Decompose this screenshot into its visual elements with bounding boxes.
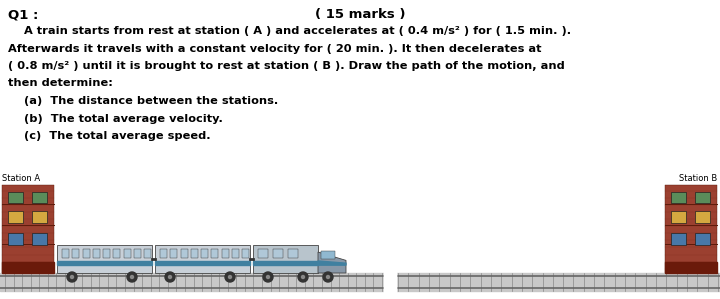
Text: ( 15 marks ): ( 15 marks ) bbox=[315, 8, 405, 21]
Bar bbox=[155, 245, 250, 273]
Bar bbox=[222, 249, 228, 258]
Bar bbox=[288, 249, 298, 258]
Bar bbox=[8, 234, 23, 245]
Bar bbox=[191, 249, 198, 258]
Bar bbox=[160, 249, 167, 258]
Bar bbox=[211, 249, 218, 258]
Circle shape bbox=[165, 272, 175, 282]
Circle shape bbox=[228, 275, 232, 278]
Bar bbox=[696, 234, 710, 245]
Bar bbox=[0, 273, 385, 291]
Bar bbox=[124, 249, 130, 258]
Bar bbox=[144, 249, 151, 258]
Bar bbox=[671, 211, 685, 223]
Bar bbox=[201, 249, 208, 258]
Bar bbox=[8, 192, 23, 204]
Bar bbox=[232, 249, 239, 258]
Bar bbox=[103, 249, 110, 258]
Circle shape bbox=[302, 275, 305, 278]
Bar bbox=[62, 249, 69, 258]
Text: Station B: Station B bbox=[679, 174, 717, 183]
Bar bbox=[696, 211, 710, 223]
Bar bbox=[83, 249, 89, 258]
Bar bbox=[2, 185, 54, 273]
Bar bbox=[671, 234, 685, 245]
Bar bbox=[134, 249, 140, 258]
Bar bbox=[32, 192, 47, 204]
Polygon shape bbox=[318, 252, 346, 273]
Text: Q1 :: Q1 : bbox=[8, 8, 38, 21]
Circle shape bbox=[263, 272, 273, 282]
Text: (c)  The total average speed.: (c) The total average speed. bbox=[8, 131, 211, 141]
Circle shape bbox=[323, 272, 333, 282]
Bar bbox=[253, 261, 318, 265]
Circle shape bbox=[225, 272, 235, 282]
Bar bbox=[671, 192, 685, 204]
Bar bbox=[2, 263, 54, 273]
Bar bbox=[665, 185, 717, 273]
Text: then determine:: then determine: bbox=[8, 79, 113, 89]
Bar bbox=[57, 261, 152, 265]
Bar bbox=[32, 234, 47, 245]
Text: (b)  The total average velocity.: (b) The total average velocity. bbox=[8, 114, 223, 123]
Bar bbox=[113, 249, 120, 258]
Bar bbox=[273, 249, 283, 258]
Bar bbox=[384, 179, 396, 299]
Text: A train starts from rest at station ( A ) and accelerates at ( 0.4 m/s² ) for ( : A train starts from rest at station ( A … bbox=[8, 26, 571, 36]
Circle shape bbox=[71, 275, 73, 278]
Bar bbox=[242, 249, 249, 258]
Text: Afterwards it travels with a constant velocity for ( 20 min. ). It then decelera: Afterwards it travels with a constant ve… bbox=[8, 43, 541, 54]
Polygon shape bbox=[318, 261, 346, 265]
Circle shape bbox=[127, 272, 137, 282]
Bar bbox=[321, 251, 335, 259]
Circle shape bbox=[67, 272, 77, 282]
Circle shape bbox=[266, 275, 269, 278]
Text: Station A: Station A bbox=[2, 174, 40, 183]
Circle shape bbox=[168, 275, 171, 278]
Bar bbox=[57, 245, 152, 273]
Bar bbox=[696, 192, 710, 204]
Bar bbox=[665, 263, 717, 273]
Bar bbox=[253, 245, 318, 273]
Text: (a)  The distance between the stations.: (a) The distance between the stations. bbox=[8, 96, 278, 106]
Bar bbox=[93, 249, 100, 258]
Bar bbox=[72, 249, 79, 258]
Text: ( 0.8 m/s² ) until it is brought to rest at station ( B ). Draw the path of the : ( 0.8 m/s² ) until it is brought to rest… bbox=[8, 61, 564, 71]
Bar bbox=[170, 249, 177, 258]
Circle shape bbox=[130, 275, 133, 278]
Bar bbox=[8, 211, 23, 223]
Bar bbox=[155, 261, 250, 265]
Circle shape bbox=[326, 275, 330, 278]
Bar bbox=[181, 249, 187, 258]
Bar bbox=[395, 273, 720, 291]
Bar bbox=[32, 211, 47, 223]
Circle shape bbox=[298, 272, 308, 282]
Bar bbox=[384, 259, 396, 299]
Bar bbox=[258, 249, 268, 258]
